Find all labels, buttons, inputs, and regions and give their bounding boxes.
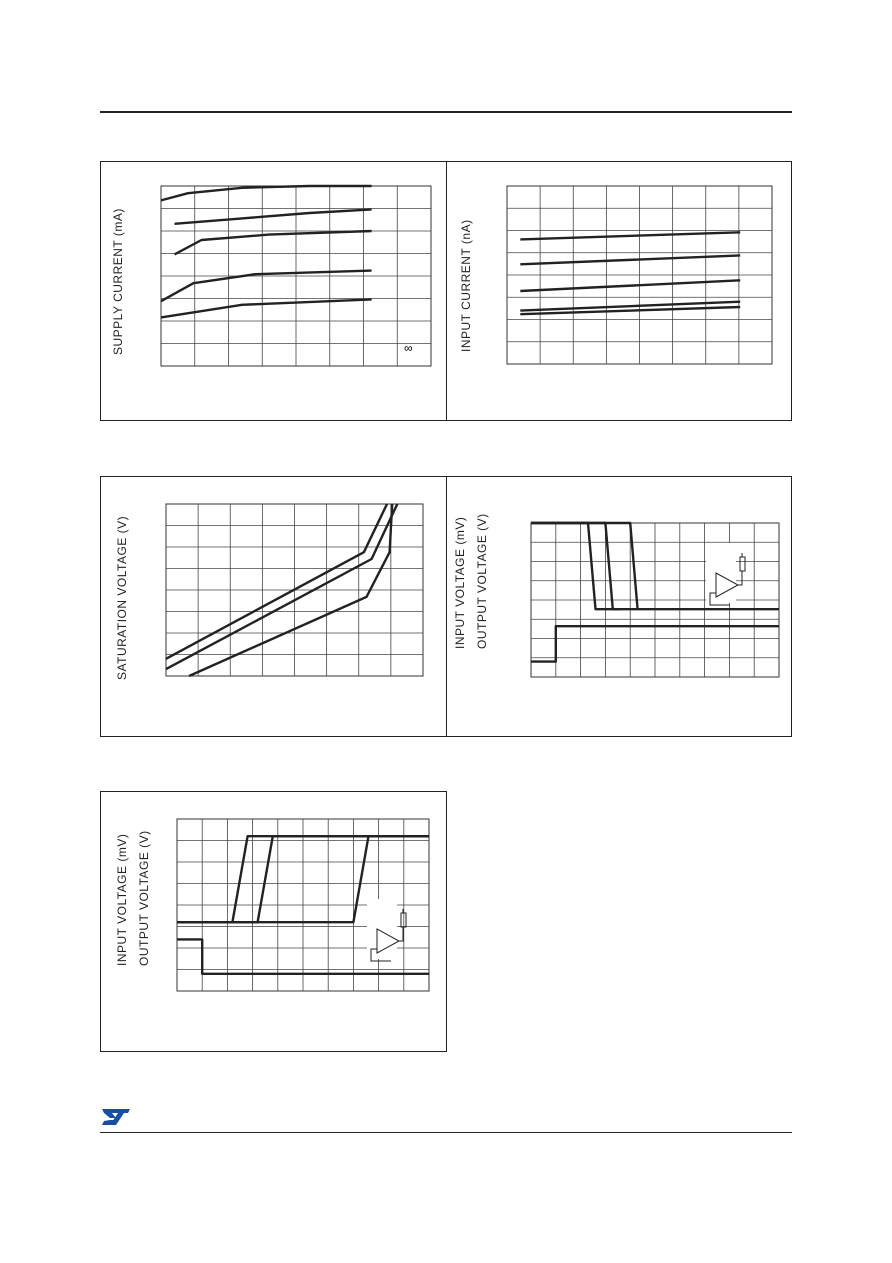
series-line-5 [160,298,372,319]
series-line-4 [177,938,429,976]
series-line-2 [165,503,399,671]
input-current-chart [506,185,773,365]
supply-current-panel: SUPPLY CURRENT (mA) ∞ [100,161,447,421]
response-chart-1 [530,521,780,678]
st-logo-icon [102,1109,130,1125]
series-line-2 [174,208,372,225]
series-line-4 [520,300,741,312]
header-rule [100,111,792,113]
series-line-3 [188,503,394,678]
series-line-5 [520,305,741,316]
series-line-1 [520,231,741,241]
response-panel-1: INPUT VOLTAGE (mV) OUTPUT VOLTAGE (V) [446,476,792,737]
response-chart-2 [176,818,430,992]
response-panel-2: INPUT VOLTAGE (mV) OUTPUT VOLTAGE (V) [100,791,447,1052]
series-line-3 [520,279,741,293]
series-line-3 [173,229,372,256]
input-current-panel: INPUT CURRENT (nA) [446,161,792,421]
series-line-1 [160,184,372,202]
series-line-2 [531,521,638,611]
footer-rule [100,1132,792,1133]
infinity-note: ∞ [404,341,413,355]
series-line-2 [520,254,741,266]
series-line-3 [531,521,779,611]
op-amp-schematic-icon [367,899,407,962]
series-line-3 [177,835,429,924]
op-amp-schematic-icon [706,543,746,606]
supply-current-chart: ∞ [160,184,432,367]
saturation-voltage-chart [165,503,424,678]
series-line-1 [165,503,389,660]
saturation-voltage-panel: SATURATION VOLTAGE (V) [100,476,447,737]
series-line-4 [531,624,779,663]
series-line-4 [160,269,372,303]
